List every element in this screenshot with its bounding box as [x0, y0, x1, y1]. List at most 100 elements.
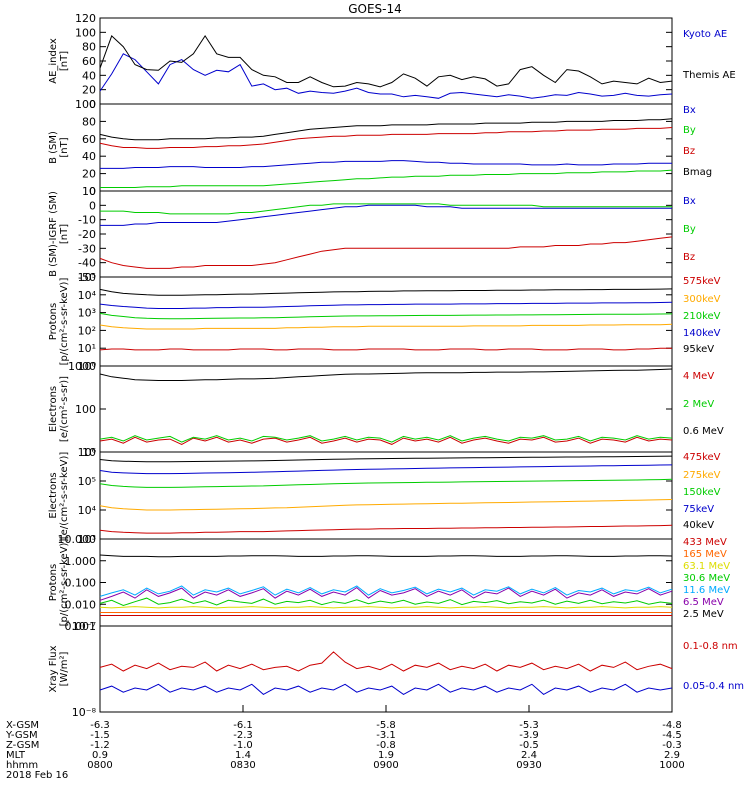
x-tick-label: -0.3 [662, 740, 682, 751]
y-tick-label: 10⁻⁷ [72, 620, 96, 633]
y-tick-label: 20 [82, 84, 96, 97]
panel-5: 10 100 1000 Electrons[e/(cm²-s-sr)] 4 MeV 2 M… [48, 360, 724, 459]
x-tick-label: 2.9 [664, 750, 680, 761]
y-tick-label: 10.000 [58, 533, 97, 546]
y-tick-label: -40 [78, 257, 96, 270]
series-line [99, 651, 673, 672]
legend-entry: By [683, 224, 696, 235]
x-axis-row-label: 2018 Feb 16 [6, 770, 68, 781]
legend-entry: 63.1 MeV [683, 561, 730, 572]
y-axis-label: B (SM)-IGRF (SM)[nT] [48, 191, 70, 277]
y-tick-label: 1.000 [65, 555, 97, 568]
panel-frame [99, 451, 673, 540]
figure-title: GOES-14 [348, 2, 402, 16]
x-tick-label: -6.1 [233, 720, 253, 731]
legend-entry: 4 MeV [683, 371, 714, 382]
series-line [99, 478, 673, 488]
x-tick-label: -0.5 [519, 740, 539, 751]
series-line [99, 585, 673, 597]
x-tick-label: -1.5 [90, 730, 110, 741]
series-line [99, 34, 673, 88]
y-tick-label: 10⁵ [78, 475, 96, 488]
series-line [99, 455, 673, 463]
x-tick-label: -0.8 [376, 740, 396, 751]
x-tick-label: -1.0 [233, 740, 253, 751]
legend-entry: 95keV [683, 344, 714, 355]
y-tick-label: -30 [78, 242, 96, 255]
legend-entry: 575keV [683, 276, 721, 287]
y-axis-label: Electrons[e/(cm²-s-sr)] [48, 376, 70, 442]
series-line [99, 464, 673, 475]
y-tick-label: 120 [75, 12, 96, 25]
x-tick-label: 1.9 [378, 750, 394, 761]
y-tick-label: 80 [82, 115, 96, 128]
x-axis-row-label: X-GSM [6, 720, 39, 731]
y-axis-label: Xray Flux[W/m²] [48, 645, 70, 692]
x-tick-label: -5.3 [519, 720, 539, 731]
series-line [99, 118, 673, 141]
series-line [99, 683, 673, 696]
panel-3: -50-40 -30-20-10 010 B (SM)-IGRF (SM)[nT] Bx… [48, 185, 696, 284]
x-axis-row-label: Z-GSM [6, 740, 39, 751]
x-tick-label: -1.2 [90, 740, 110, 751]
series-line [99, 312, 673, 320]
x-tick-label: 0930 [516, 760, 541, 771]
legend-entry: 165 MeV [683, 549, 727, 560]
x-tick-label: 1.4 [235, 750, 251, 761]
series-line [99, 586, 673, 601]
y-tick-label: 10 [82, 185, 96, 198]
y-tick-label: 100 [75, 98, 96, 111]
y-tick-label: 100 [75, 403, 96, 416]
series-line [99, 236, 673, 269]
y-tick-label: 10³ [78, 533, 96, 546]
legend-entry: 475keV [683, 452, 721, 463]
x-axis-row-label: Y-GSM [5, 730, 38, 741]
y-tick-label: 10⁰ [78, 360, 97, 373]
y-tick-label: 10² [78, 324, 96, 337]
x-tick-label: 0900 [373, 760, 398, 771]
panel-frame [99, 17, 673, 105]
y-tick-label: 20 [82, 168, 96, 181]
y-tick-label: 0.100 [65, 577, 97, 590]
y-tick-label: 0 [89, 185, 96, 198]
y-tick-label: 80 [82, 41, 96, 54]
series-line [99, 606, 673, 609]
legend-entry: 11.6 MeV [683, 585, 730, 596]
series-line [99, 368, 673, 381]
legend-entry: 150keV [683, 487, 721, 498]
legend-entry: 40keV [683, 520, 714, 531]
y-axis-label: Electrons[e/(cm²-s-sr-keV)] [48, 452, 70, 540]
y-tick-label: 100 [75, 26, 96, 39]
x-tick-label: 0.9 [92, 750, 108, 761]
legend-entry: Bx [683, 196, 696, 207]
y-tick-label: 10³ [78, 307, 96, 320]
y-tick-label: 10⁴ [78, 289, 97, 302]
y-tick-label: 10 [82, 446, 96, 459]
legend-entry: 0.1-0.8 nm [683, 641, 738, 652]
x-tick-label: 0800 [87, 760, 112, 771]
legend-entry: 2 MeV [683, 399, 714, 410]
series-line [99, 301, 673, 309]
y-axis-label: AE_index[nT] [48, 38, 70, 84]
legend-entry: Bz [683, 252, 695, 263]
series-line [99, 347, 672, 351]
legend-entry: 30.6 MeV [683, 573, 730, 584]
y-tick-label: 10⁴ [78, 504, 97, 517]
panel-7: 0.001 0.010 0.100 1.000 10.000Protons[p/(cm²… [48, 533, 730, 633]
y-axis-label: B (SM)[nT] [48, 131, 70, 164]
y-tick-label: 10⁻⁸ [72, 706, 97, 719]
legend-entry: 0.05-0.4 nm [683, 681, 744, 692]
series-line [99, 499, 673, 511]
y-tick-label: 0.010 [65, 598, 97, 611]
x-tick-label: -4.5 [662, 730, 682, 741]
legend-entry: 140keV [683, 328, 721, 339]
y-tick-label: 40 [82, 150, 96, 163]
series-line [99, 554, 673, 558]
x-tick-label: -2.3 [233, 730, 253, 741]
